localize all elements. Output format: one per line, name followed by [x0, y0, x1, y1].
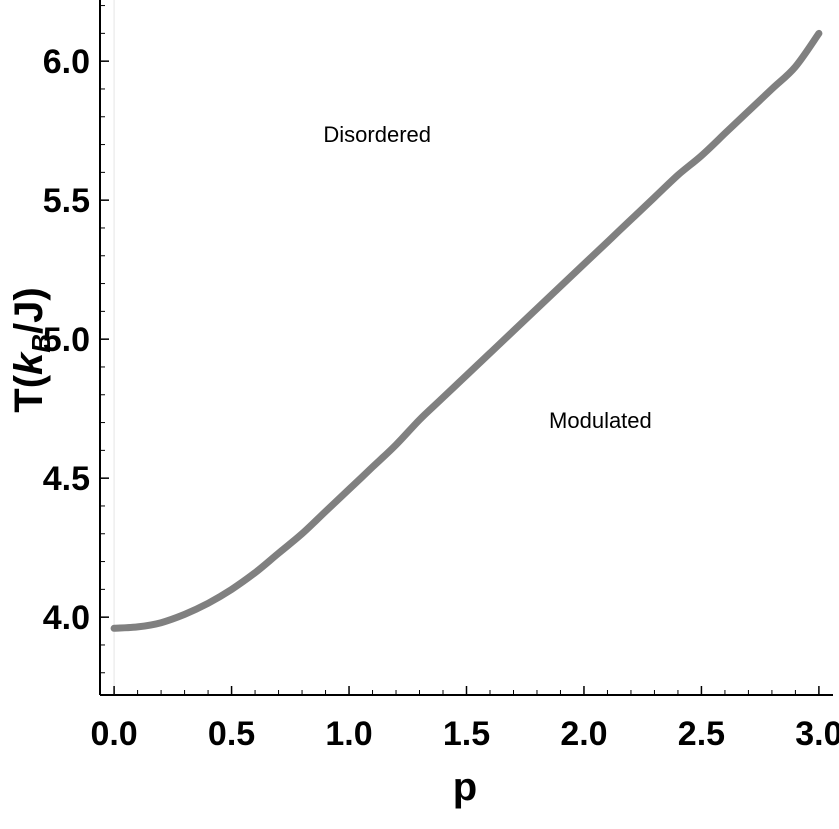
- y-tick-label: 4.0: [43, 599, 90, 637]
- y-axis-title-k: k: [7, 351, 51, 375]
- series-layer: [110, 29, 823, 632]
- y-tick-label: 6.0: [43, 43, 90, 81]
- y-tick-label: 4.5: [43, 460, 90, 498]
- y-tick-label: 5.5: [43, 182, 90, 220]
- region-label-disordered: Disordered: [323, 122, 431, 147]
- x-tick-label: 2.0: [560, 715, 607, 753]
- x-tick-label: 3.0: [795, 715, 839, 753]
- x-axis-ticks: 0.0 0.5 1.0 1.5 2.0 2.5 3.0: [90, 686, 839, 753]
- x-tick-label: 2.5: [678, 715, 725, 753]
- y-axis-title-main: T(: [7, 374, 51, 412]
- y-axis-ticks: 4.0 4.5 5.0 5.5 6.0: [43, 5, 109, 674]
- y-tick-label: 5.0: [43, 321, 90, 359]
- svg-text:T(kB/J): T(kB/J): [7, 287, 56, 412]
- x-tick-label: 1.5: [443, 715, 490, 753]
- plot-frame: [99, 0, 833, 696]
- transition-line: [110, 29, 823, 632]
- x-tick-label: 0.0: [90, 715, 137, 753]
- annotation-layer: Disordered Modulated: [323, 122, 651, 433]
- x-axis-title: p: [453, 765, 477, 809]
- y-axis-title-tail: /J): [7, 287, 51, 334]
- x-tick-label: 1.0: [325, 715, 372, 753]
- x-tick-label: 0.5: [208, 715, 255, 753]
- y-axis-title: T(kB/J): [7, 287, 56, 412]
- region-label-modulated: Modulated: [549, 408, 652, 433]
- y-axis-title-sub: B: [26, 334, 56, 353]
